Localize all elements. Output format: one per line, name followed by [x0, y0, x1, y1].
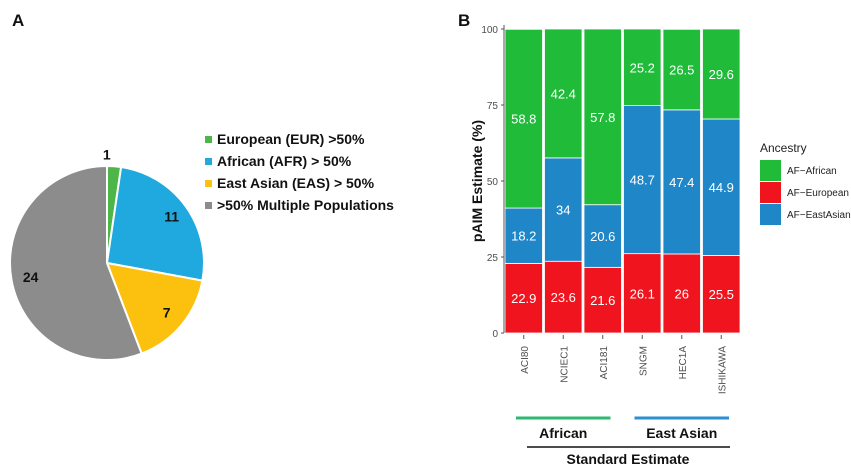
- legend-swatch: [205, 202, 212, 209]
- bar-segment-label: 58.8: [511, 112, 536, 127]
- x-tick-label: HEC1A: [678, 346, 689, 380]
- stacked-bars: 22.9 18.2 58.8 23.6 34 42.4 21.6 20.6 57.8 26.1 48…: [505, 29, 740, 333]
- legend-label: European (EUR) >50%: [217, 131, 365, 147]
- bar-segment-label: 42.4: [551, 86, 576, 101]
- bar-segment-label: 22.9: [511, 291, 536, 306]
- bar-segment-label: 57.8: [590, 110, 615, 125]
- legend-swatch: [205, 180, 212, 187]
- bar-segment-label: 26: [675, 286, 689, 301]
- bar-segment-label: 26.5: [669, 63, 694, 78]
- legend-swatch: [760, 204, 781, 225]
- bar-segment-label: 18.2: [511, 229, 536, 244]
- legend-swatch: [760, 160, 781, 181]
- bar-legend: Ancestry AF−African AF−European AF−EastAsia…: [760, 141, 851, 225]
- bar-segment-label: 23.6: [551, 290, 576, 305]
- panel-b-letter: B: [458, 11, 470, 30]
- legend-label: East Asian (EAS) > 50%: [217, 175, 375, 191]
- x-tick-label: ACI80: [520, 346, 531, 374]
- legend-label: AF−African: [787, 166, 837, 177]
- legend-label: AF−European: [787, 188, 849, 199]
- pie-slice-label: 1: [103, 146, 111, 162]
- legend-label: AF−EastAsian: [787, 210, 851, 221]
- group-label: East Asian: [646, 425, 717, 441]
- legend-label: >50% Multiple Populations: [217, 197, 394, 213]
- x-tick-label: SNGM: [638, 346, 649, 376]
- group-label: African: [539, 425, 587, 441]
- pie-slice-label: 24: [23, 269, 39, 285]
- y-tick-label: 75: [487, 101, 499, 112]
- y-tick-label: 100: [481, 25, 498, 36]
- legend-swatch: [205, 136, 212, 143]
- legend-title: Ancestry: [760, 141, 807, 155]
- bar-segment-label: 44.9: [709, 180, 734, 195]
- x-tick-label: NCIEC1: [559, 346, 570, 383]
- y-tick-label: 0: [492, 329, 498, 340]
- bar-segment-label: 34: [556, 203, 570, 218]
- legend-swatch: [760, 182, 781, 203]
- group-brackets: African East Asian Standard Estimate: [516, 418, 730, 467]
- bar-segment-label: 48.7: [630, 173, 655, 188]
- bar-segment-label: 29.6: [709, 67, 734, 82]
- bar-segment-label: 47.4: [669, 175, 694, 190]
- pie-slice-label: 11: [164, 209, 179, 225]
- legend-label: African (AFR) > 50%: [217, 153, 352, 169]
- bar-segment-label: 21.6: [590, 293, 615, 308]
- y-tick-label: 25: [487, 253, 499, 264]
- y-tick-label: 50: [487, 177, 499, 188]
- y-axis-label: pAIM Estimate (%): [469, 120, 485, 242]
- legend-swatch: [205, 158, 212, 165]
- pie-slice: [107, 167, 204, 281]
- pie-legend: European (EUR) >50% African (AFR) > 50% Ea…: [205, 131, 394, 213]
- bar-segment-label: 25.2: [630, 60, 655, 75]
- panel-a-letter: A: [12, 11, 24, 30]
- x-tick-label: ISHIKAWA: [717, 346, 728, 394]
- bar-segment-label: 20.6: [590, 229, 615, 244]
- bar-segment-label: 26.1: [630, 286, 655, 301]
- x-tick-label: ACI181: [599, 346, 610, 380]
- bracket-label: Standard Estimate: [567, 451, 690, 467]
- pie-slice-label: 7: [163, 305, 171, 321]
- bar-segment-label: 25.5: [709, 287, 734, 302]
